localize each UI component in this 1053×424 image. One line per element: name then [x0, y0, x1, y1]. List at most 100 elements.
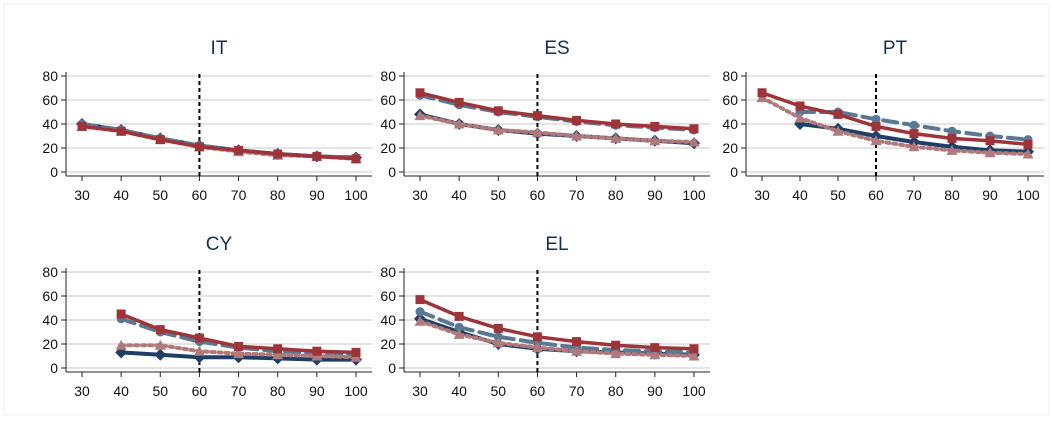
y-tick-label: 60	[380, 92, 396, 108]
x-tick-label: 30	[412, 383, 428, 399]
series-4-point	[572, 337, 582, 347]
series-2-point	[909, 120, 919, 130]
x-tick-label: 70	[231, 383, 247, 399]
series-4-point	[689, 124, 699, 134]
series-4-point	[312, 151, 322, 161]
x-tick-label: 100	[1016, 187, 1040, 203]
series-4-point	[689, 344, 699, 354]
x-tick-label: 90	[309, 187, 325, 203]
series-3-point	[453, 328, 465, 339]
x-tick-label: 100	[344, 187, 368, 203]
series-2-point	[454, 322, 464, 332]
series-3-point	[531, 126, 543, 137]
series-4-line	[418, 91, 696, 131]
series-4-point	[650, 343, 660, 353]
y-tick-label: 40	[42, 312, 58, 328]
x-tick-label: 80	[270, 383, 286, 399]
y-tick-label: 40	[380, 116, 396, 132]
series-4-point	[351, 347, 361, 357]
series-4-point	[415, 88, 425, 98]
y-tick-label: 80	[722, 68, 738, 84]
series-3-point	[272, 349, 284, 360]
series-3-point	[649, 135, 661, 146]
series-2-point	[493, 332, 503, 342]
series-3-point	[233, 348, 245, 359]
panel-title: PT	[883, 38, 908, 59]
series-4-point	[77, 121, 87, 131]
y-tick-label: 60	[42, 92, 58, 108]
panel-el: EL 0 20 40 60 80 30 40 50 60 70 80 90 100	[380, 234, 710, 399]
x-tick-label: 60	[192, 187, 208, 203]
x-tick-label: 70	[569, 383, 585, 399]
x-tick-label: 100	[682, 383, 706, 399]
series-4-point	[234, 145, 244, 155]
x-tick-label: 40	[792, 187, 808, 203]
series-2-point	[947, 126, 957, 136]
series-4-point	[532, 111, 542, 121]
series-3-point	[193, 345, 205, 356]
y-tick-label: 0	[730, 164, 738, 180]
x-tick-label: 50	[152, 187, 168, 203]
panel-title: ES	[544, 38, 569, 59]
series-3-line	[760, 95, 1030, 156]
series-4-point	[454, 97, 464, 107]
series-4-point	[273, 344, 283, 354]
series-3-point	[946, 144, 958, 155]
x-tick-label: 70	[569, 187, 585, 203]
series-4-point	[833, 109, 843, 119]
x-tick-label: 80	[608, 187, 624, 203]
x-tick-label: 30	[74, 383, 90, 399]
y-tick-label: 80	[380, 264, 396, 280]
y-tick-label: 0	[388, 164, 396, 180]
series-4-point	[909, 129, 919, 139]
series-3-point	[492, 124, 504, 135]
x-tick-label: 40	[451, 383, 467, 399]
y-tick-label: 80	[42, 68, 58, 84]
series-4-point	[351, 154, 361, 164]
y-tick-label: 40	[380, 312, 396, 328]
x-tick-label: 60	[868, 187, 884, 203]
series-4-line	[80, 124, 358, 161]
series-4-point	[273, 149, 283, 159]
series-3-point	[492, 337, 504, 348]
series-4-point	[312, 346, 322, 356]
x-tick-label: 90	[309, 383, 325, 399]
y-tick-label: 0	[50, 360, 58, 376]
x-tick-label: 30	[754, 187, 770, 203]
series-4-point	[985, 136, 995, 146]
series-3-point	[794, 112, 806, 123]
series-3-point	[1022, 148, 1034, 159]
x-tick-label: 50	[490, 187, 506, 203]
series-3-point	[610, 132, 622, 143]
series-3-point	[531, 342, 543, 353]
x-tick-label: 100	[682, 187, 706, 203]
series-4-point	[194, 333, 204, 343]
series-3-point	[453, 118, 465, 129]
series-4-point	[947, 133, 957, 143]
y-tick-label: 60	[380, 288, 396, 304]
series-4-point	[871, 121, 881, 131]
series-4-line	[418, 297, 696, 351]
series-4-point	[116, 309, 126, 319]
x-tick-label: 30	[412, 187, 428, 203]
series-4-point	[532, 332, 542, 342]
series-3-point	[571, 130, 583, 141]
y-tick-label: 20	[380, 140, 396, 156]
series-3-point	[908, 141, 920, 152]
series-3-point	[688, 136, 700, 147]
series-3-point	[610, 348, 622, 359]
series-4-point	[155, 325, 165, 335]
y-tick-label: 80	[42, 264, 58, 280]
x-tick-label: 60	[530, 383, 546, 399]
series-3-point	[688, 350, 700, 361]
y-tick-label: 20	[722, 140, 738, 156]
panel-title: EL	[545, 234, 568, 255]
series-4-point	[116, 126, 126, 136]
x-tick-label: 80	[608, 383, 624, 399]
series-4-point	[1023, 139, 1033, 149]
series-2-point	[871, 114, 881, 124]
series-4-line	[760, 91, 1030, 147]
y-tick-label: 0	[50, 164, 58, 180]
series-4-point	[493, 323, 503, 333]
